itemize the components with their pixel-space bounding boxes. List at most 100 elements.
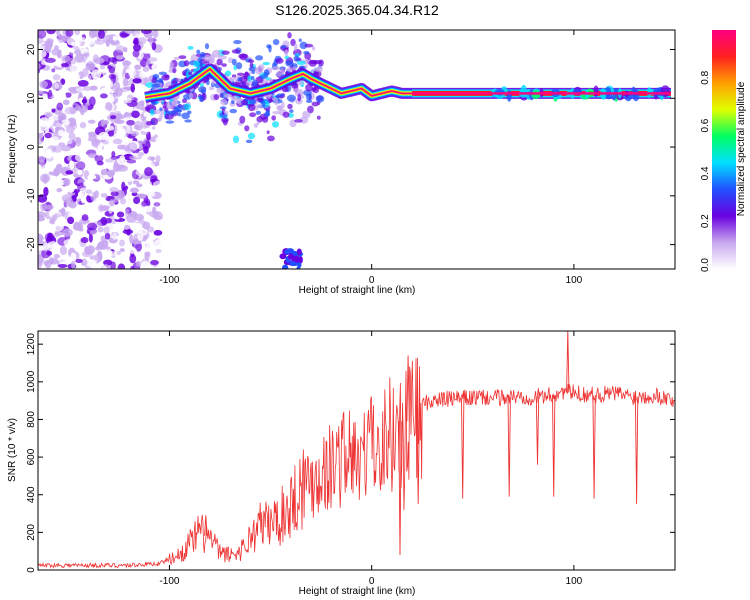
heatmap-noise-blob <box>153 202 161 207</box>
heatmap-noise-blob <box>53 222 64 232</box>
heatmap-cloud-blob <box>265 109 270 117</box>
heatmap-noise-blob <box>146 57 158 62</box>
heatmap-noise-blob <box>110 261 116 269</box>
heatmap-cloud-blob <box>231 74 237 78</box>
snr-plot-area <box>38 331 675 570</box>
heatmap-cloud-blob <box>231 58 237 66</box>
snr-series-line <box>38 357 675 569</box>
heatmap-cloud-blob <box>286 67 293 72</box>
heatmap-noise-blob <box>140 159 147 168</box>
heatmap-cloud-blob <box>248 66 257 72</box>
heatmap-noise-blob <box>52 145 63 153</box>
heatmap-cloud-blob <box>298 38 302 42</box>
heatmap-noise-blob <box>125 174 133 183</box>
heatmap-noise-blob <box>149 234 157 241</box>
heatmap-noise-blob <box>128 68 136 78</box>
heatmap-cloud-blob <box>152 126 156 130</box>
heatmap-noise-blob <box>126 214 137 223</box>
heatmap-cloud-blob <box>296 248 302 256</box>
heatmap-noise-blob <box>143 112 148 117</box>
heatmap-cloud-blob <box>198 94 204 103</box>
heatmap-cloud-blob <box>158 78 162 84</box>
snr-spike <box>634 396 639 505</box>
heatmap-cloud-blob <box>204 43 210 50</box>
snr-panel: -100 0 100 0 200 400 600 800 1000 1200 Height of… <box>7 330 676 597</box>
heatmap-noise-blob <box>80 237 89 244</box>
heatmap-y-tick-label: 10 <box>26 92 37 104</box>
heatmap-noise-blob <box>136 183 143 188</box>
heatmap-noise-blob <box>150 191 156 197</box>
snr-y-tick-label: 400 <box>26 486 37 503</box>
heatmap-noise-blob <box>145 198 151 207</box>
heatmap-noise-blob <box>48 89 53 98</box>
heatmap-noise-blob <box>126 159 137 164</box>
heatmap-noise-blob <box>102 265 107 269</box>
heatmap-cloud-blob <box>241 53 249 59</box>
heatmap-cloud-blob <box>249 62 254 68</box>
heatmap-noise-blob <box>40 202 48 212</box>
heatmap-noise-blob <box>102 182 109 190</box>
heatmap-noise-blob <box>119 239 125 247</box>
heatmap-noise-blob <box>152 180 163 190</box>
heatmap-noise-blob <box>92 54 99 63</box>
heatmap-cloud-blob <box>181 112 190 120</box>
heatmap-noise-blob <box>64 92 72 98</box>
heatmap-cloud-blob <box>274 98 279 106</box>
heatmap-cloud-blob <box>203 54 212 62</box>
heatmap-noise-blob <box>41 248 51 259</box>
heatmap-noise-blob <box>70 252 77 262</box>
heatmap-noise-blob <box>103 154 108 160</box>
heatmap-noise-blob <box>68 209 79 219</box>
snr-y-tick-label: 800 <box>26 411 37 428</box>
heatmap-cloud-blob <box>216 87 225 94</box>
heatmap-cloud-blob <box>266 130 270 135</box>
heatmap-noise-blob <box>144 166 153 177</box>
snr-spike <box>566 331 570 393</box>
heatmap-cloud-blob <box>188 71 193 76</box>
colorbar-tick-label: 0.4 <box>700 166 711 180</box>
heatmap-noise-blob <box>64 106 76 115</box>
snr-y-tick-label: 0 <box>26 567 37 573</box>
heatmap-noise-blob <box>85 62 96 71</box>
heatmap-noise-blob <box>148 210 160 218</box>
heatmap-cloud-blob <box>247 132 256 140</box>
heatmap-cloud-blob <box>284 55 290 60</box>
heatmap-noise-blob <box>85 30 90 38</box>
heatmap-noise-blob <box>96 160 104 166</box>
heatmap-cloud-blob <box>259 74 269 79</box>
heatmap-cloud-blob <box>177 112 182 117</box>
heatmap-noise-blob <box>46 30 56 35</box>
heatmap-cloud-blob <box>167 110 177 116</box>
heatmap-cloud-blob <box>311 45 316 51</box>
heatmap-cloud-blob <box>272 38 280 46</box>
heatmap-cloud-blob <box>267 135 275 142</box>
heatmap-noise-blob <box>62 228 73 237</box>
heatmap-noise-blob <box>101 149 109 155</box>
snr-spike <box>592 394 596 499</box>
heatmap-cloud-blob <box>152 73 160 80</box>
heatmap-noise-blob <box>51 150 62 160</box>
heatmap-cloud-blob <box>244 71 249 78</box>
heatmap-noise-blob <box>52 74 61 81</box>
heatmap-noise-blob <box>71 259 76 269</box>
heatmap-noise-blob <box>130 266 135 269</box>
heatmap-noise-blob <box>47 240 57 249</box>
heatmap-x-ticks: -100 0 100 <box>159 30 583 286</box>
heatmap-y-tick-label: 20 <box>26 44 37 56</box>
heatmap-cloud-blob <box>149 108 155 116</box>
heatmap-noise-blob <box>87 119 96 124</box>
heatmap-noise-blob <box>65 30 74 37</box>
heatmap-noise-blob <box>63 178 71 187</box>
heatmap-noise-blob <box>51 214 58 221</box>
heatmap-noise-blob <box>69 48 75 54</box>
heatmap-noise-blob <box>89 85 98 91</box>
heatmap-noise-blob <box>91 69 102 80</box>
heatmap-cloud-blob <box>271 65 281 71</box>
heatmap-cloud-blob <box>169 61 174 69</box>
heatmap-noise-blob <box>51 108 56 113</box>
snr-y-tick-label: 1000 <box>26 370 37 393</box>
heatmap-cloud-blob <box>299 41 308 50</box>
heatmap-cloud-blob <box>268 78 273 83</box>
heatmap-noise-blob <box>140 260 150 269</box>
heatmap-cloud-blob <box>199 83 204 87</box>
